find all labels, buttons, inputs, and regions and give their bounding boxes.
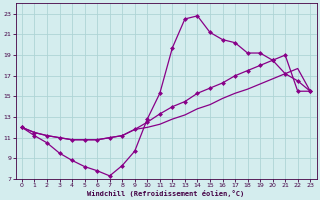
X-axis label: Windchill (Refroidissement éolien,°C): Windchill (Refroidissement éolien,°C) — [87, 190, 245, 197]
